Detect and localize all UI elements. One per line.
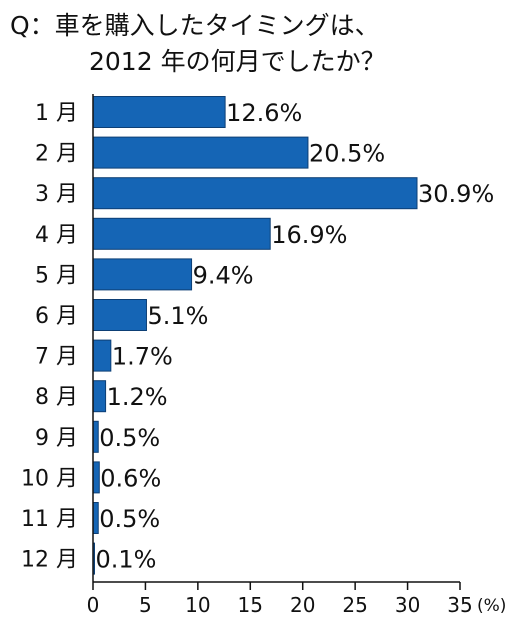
bar (92, 380, 107, 413)
data-label: 1.7% (112, 343, 173, 371)
x-tick-label: 15 (238, 593, 263, 617)
category-label: 9 月 (35, 426, 78, 451)
category-label: 1 月 (35, 101, 78, 126)
x-tick-label: 5 (139, 593, 152, 617)
bar (92, 299, 147, 331)
category-label: 8 月 (35, 385, 78, 410)
bar (92, 177, 418, 210)
category-label: 2 月 (35, 142, 78, 167)
data-label: 12.6% (226, 99, 302, 127)
data-label: 0.5% (99, 424, 160, 452)
data-label: 30.9% (418, 180, 494, 208)
bar (92, 420, 99, 453)
x-tick-label: 35 (447, 593, 472, 617)
x-tick-label: 30 (395, 593, 420, 617)
data-label: 0.1% (96, 546, 157, 574)
data-label: 16.9% (271, 221, 347, 249)
category-label: 5 月 (35, 263, 78, 288)
x-axis-unit: (%) (477, 596, 506, 616)
category-label: 12 月 (21, 548, 78, 573)
category-label: 7 月 (35, 345, 78, 370)
data-label: 0.6% (100, 464, 161, 492)
chart-title: Q：車を購入したタイミングは、 2012 年の何月でしたか？ (10, 8, 525, 80)
bar (92, 136, 309, 169)
data-label: 9.4% (193, 261, 254, 289)
bar (92, 258, 193, 291)
category-label: 10 月 (21, 466, 78, 491)
x-tick-label: 0 (87, 593, 100, 617)
x-tick-label: 25 (342, 593, 367, 617)
category-label: 4 月 (35, 223, 78, 248)
category-label: 3 月 (35, 182, 78, 207)
bar (92, 339, 112, 372)
data-label: 5.1% (147, 302, 208, 330)
data-label: 0.5% (99, 505, 160, 533)
bar (92, 502, 99, 534)
x-tick-label: 20 (290, 593, 315, 617)
bar (92, 96, 226, 128)
chart-title-line-1: Q：車を購入したタイミングは、 (10, 11, 380, 40)
category-label: 11 月 (21, 507, 78, 532)
chart-title-line-2: 2012 年の何月でしたか？ (89, 47, 386, 76)
bar (92, 217, 271, 250)
x-tick-label: 10 (185, 593, 210, 617)
data-label: 1.2% (107, 383, 168, 411)
category-label: 6 月 (35, 304, 78, 329)
data-label: 20.5% (309, 140, 385, 168)
bar (92, 461, 100, 494)
